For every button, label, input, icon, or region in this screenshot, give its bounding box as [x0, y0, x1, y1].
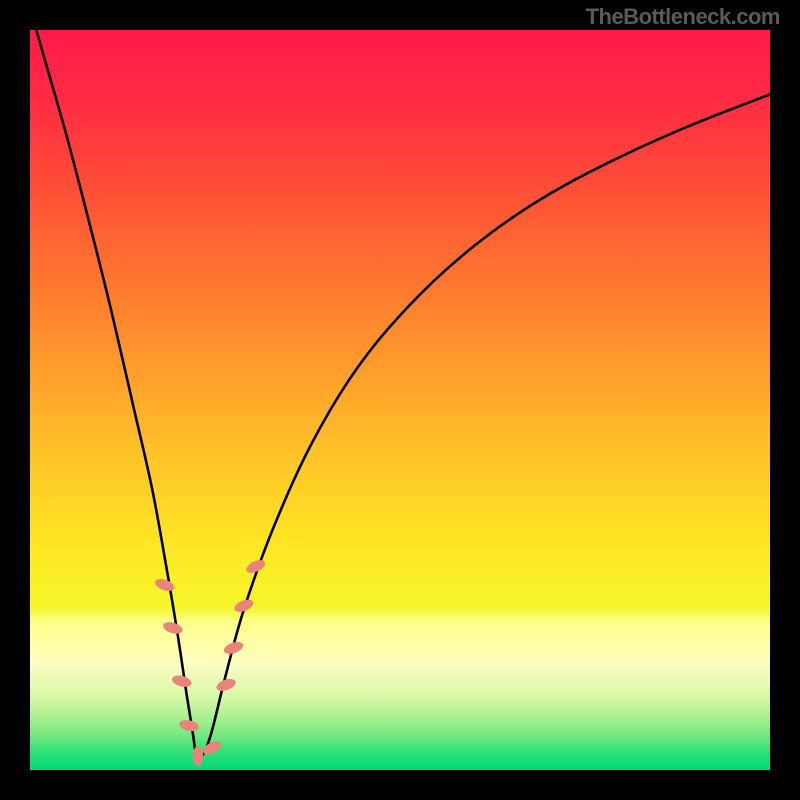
bottleneck-curve-chart [30, 30, 770, 770]
watermark-text: TheBottleneck.com [586, 4, 780, 30]
chart-frame: TheBottleneck.com [0, 0, 800, 800]
curve-marker [193, 746, 203, 766]
plot-area [30, 30, 770, 770]
gradient-background [30, 30, 770, 770]
